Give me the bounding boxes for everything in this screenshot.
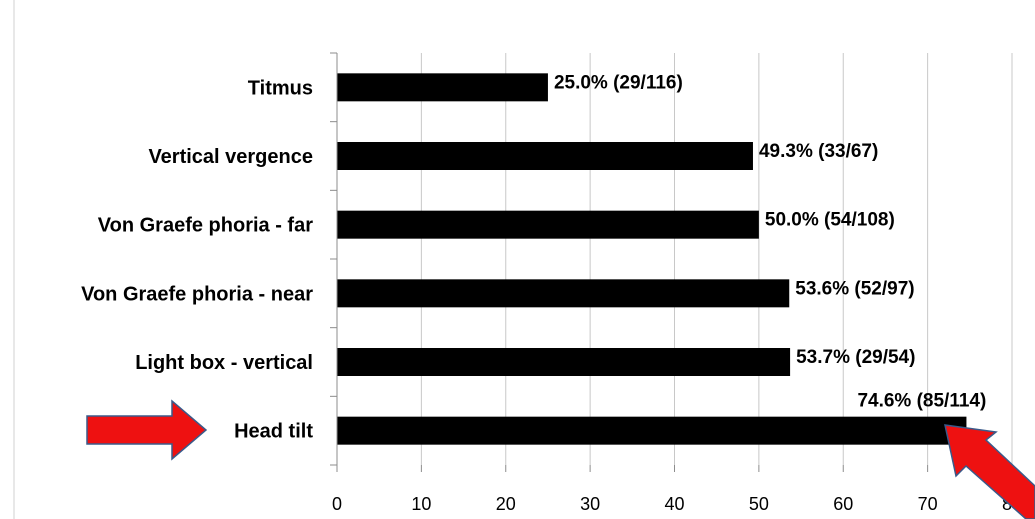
- data-label: 53.7% (29/54): [796, 347, 915, 368]
- data-label: 50.0% (54/108): [765, 210, 895, 231]
- left-arrow-icon: [86, 399, 208, 461]
- data-labels: 25.0% (29/116) 49.3% (33/67) 50.0% (54/108…: [554, 72, 986, 411]
- data-label: 74.6% (85/114): [857, 391, 986, 412]
- bar: [337, 142, 753, 170]
- category-label: Head tilt: [234, 421, 313, 443]
- right-arrow-icon: [944, 424, 1035, 519]
- x-tick-label: 20: [496, 494, 516, 514]
- x-tick-label: 40: [664, 494, 684, 514]
- data-label: 49.3% (33/67): [759, 141, 878, 162]
- x-tick-label: 70: [918, 494, 938, 514]
- bar: [337, 416, 967, 445]
- bar: [337, 348, 791, 376]
- bars: [337, 73, 967, 445]
- gridlines: [420, 53, 1013, 465]
- x-tick-label: 60: [833, 494, 853, 514]
- x-tick-label: 10: [411, 494, 431, 514]
- bar: [337, 279, 790, 308]
- data-label: 25.0% (29/116): [554, 72, 683, 93]
- x-tick-label: 50: [749, 494, 769, 514]
- category-labels: Titmus Vertical vergence Von Graefe phoria…: [81, 77, 313, 442]
- category-label: Von Graefe phoria - far: [98, 215, 313, 237]
- bar: [337, 73, 548, 102]
- category-label: Von Graefe phoria - near: [81, 283, 313, 305]
- category-label: Titmus: [248, 77, 313, 99]
- bar: [337, 210, 759, 239]
- x-tick-label: 0: [332, 494, 342, 514]
- x-tick-label: 30: [580, 494, 600, 514]
- category-label: Light box - vertical: [135, 352, 313, 374]
- data-label: 53.6% (52/97): [795, 278, 914, 299]
- category-label: Vertical vergence: [148, 146, 313, 168]
